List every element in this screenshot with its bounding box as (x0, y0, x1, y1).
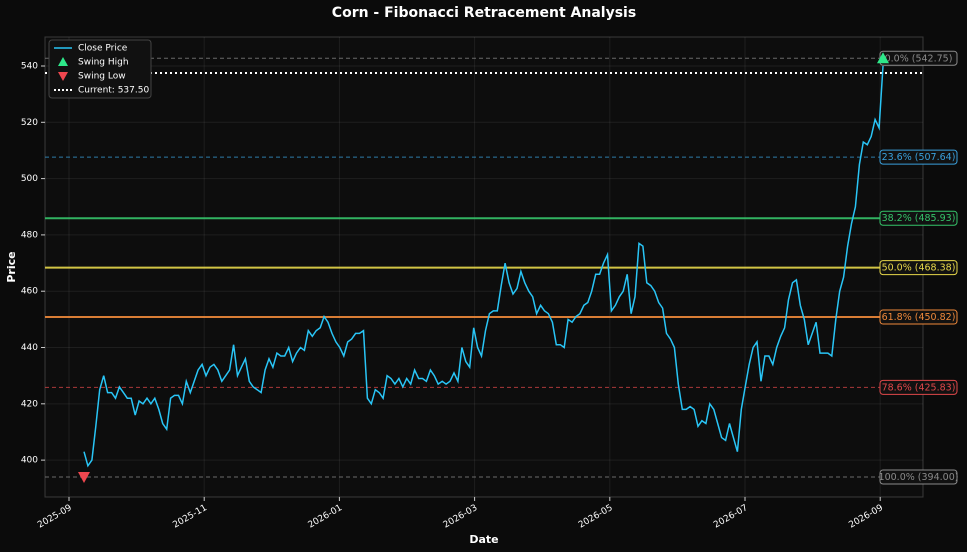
level-label: 100.0% (394.00) (879, 472, 959, 483)
level-label: 78.6% (425.83) (882, 382, 956, 393)
legend-label: Current: 537.50 (78, 86, 149, 96)
level-tag: 23.6% (507.64) (879, 149, 958, 165)
y-tick-label: 480 (21, 230, 38, 240)
legend-label: Swing High (78, 58, 129, 68)
level-tag-box (879, 149, 958, 165)
y-tick-label: 440 (21, 343, 38, 353)
level-tag-box (879, 469, 958, 485)
level-tag-box (879, 379, 958, 395)
legend-box (48, 39, 152, 99)
level-tag-box (879, 210, 958, 226)
y-axis-label: Price (5, 251, 18, 282)
x-axis-label: Date (469, 533, 498, 546)
level-tag: 78.6% (425.83) (879, 379, 958, 395)
legend-swatch (58, 72, 68, 81)
level-tag: 50.0% (468.38) (879, 260, 958, 276)
legend: Close Price Swing High Swing Low Current: 5… (48, 39, 152, 99)
y-tick-label: 420 (21, 399, 38, 409)
level-label: 0.0% (542.75) (885, 53, 953, 64)
price-line (83, 65, 884, 468)
swing-high-marker (877, 52, 889, 64)
level-tag: 61.8% (450.82) (879, 309, 958, 325)
legend-label: Close Price (78, 44, 128, 54)
level-tag: 38.2% (485.93) (879, 210, 958, 226)
chart-title: Corn - Fibonacci Retracement Analysis (332, 5, 636, 21)
level-tag-box (879, 260, 958, 276)
level-tag: 100.0% (394.00) (879, 469, 959, 485)
level-tag-box (879, 309, 958, 325)
level-tag: 0.0% (542.75) (879, 50, 958, 66)
level-label: 38.2% (485.93) (882, 213, 956, 224)
swing-low-marker (78, 472, 90, 484)
y-tick-label: 400 (21, 456, 38, 466)
level-label: 23.6% (507.64) (882, 152, 956, 163)
legend-swatch (58, 57, 68, 66)
y-tick-label: 460 (21, 287, 38, 297)
legend-label: Swing Low (78, 72, 126, 82)
y-tick-label: 540 (21, 61, 38, 71)
level-label: 50.0% (468.38) (882, 263, 956, 274)
y-tick-label: 520 (21, 118, 38, 128)
y-tick-label: 500 (21, 174, 38, 184)
level-label: 61.8% (450.82) (882, 312, 956, 323)
